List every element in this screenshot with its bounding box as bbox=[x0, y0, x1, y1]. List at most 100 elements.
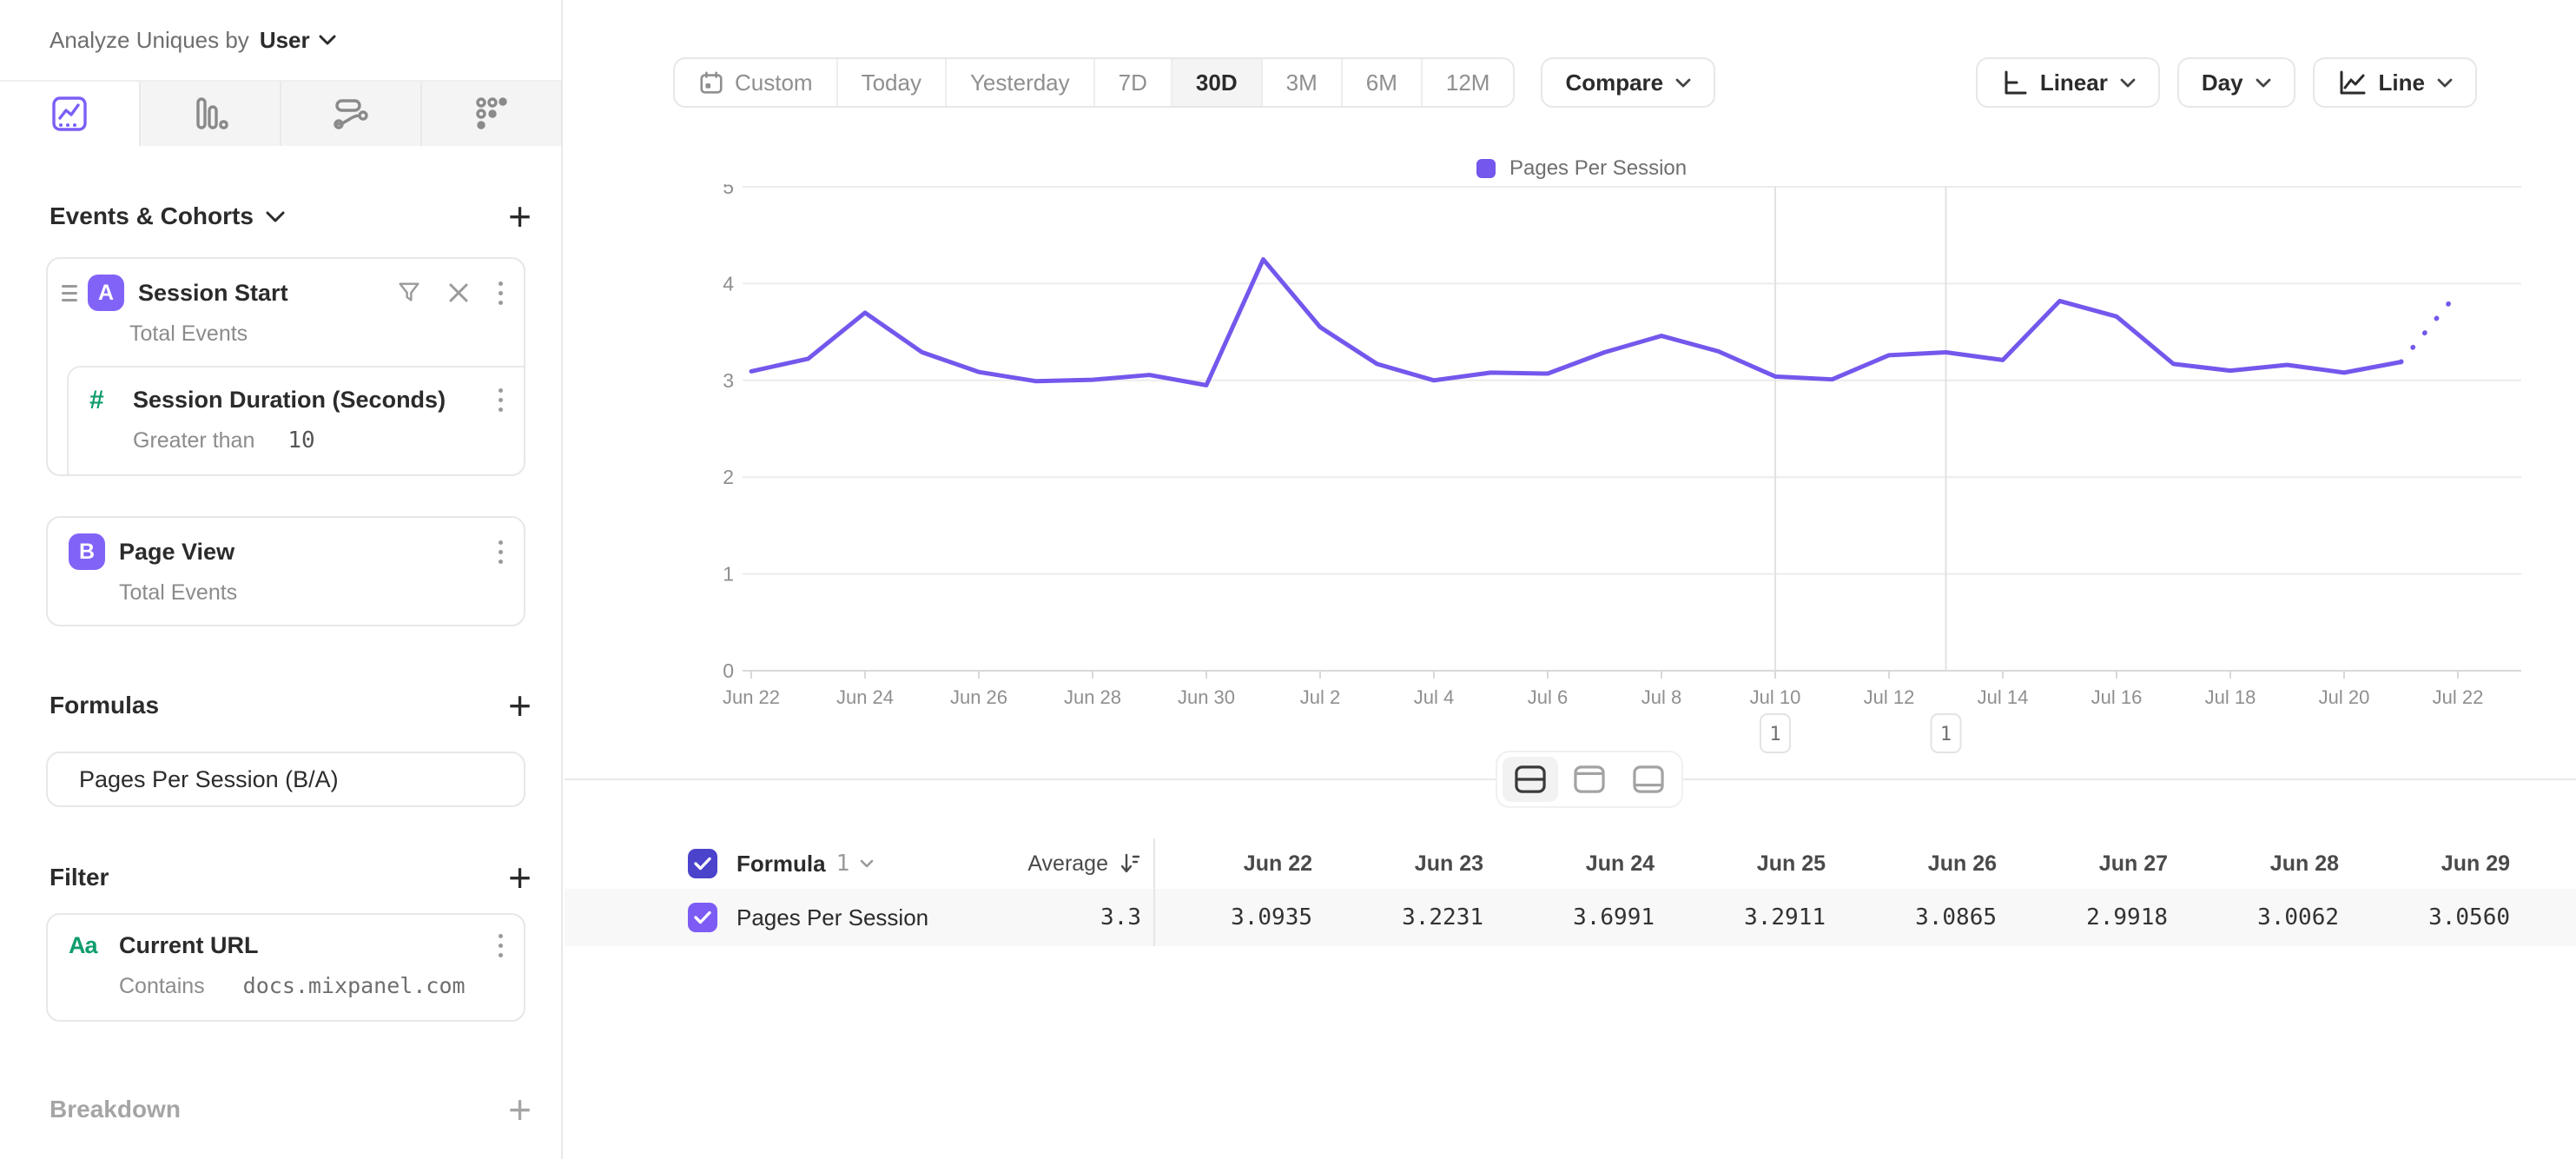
compare-button[interactable]: Compare bbox=[1541, 57, 1716, 108]
breakdown-section-title: Breakdown bbox=[50, 1096, 181, 1123]
series-row-checkbox[interactable] bbox=[688, 903, 717, 932]
event-title: Session Start bbox=[138, 279, 288, 306]
close-icon[interactable] bbox=[446, 281, 471, 305]
range-30d[interactable]: 30D bbox=[1172, 59, 1263, 106]
date-column-header: Jun 22 bbox=[1153, 838, 1324, 889]
query-builder-sidebar: Analyze Uniques by User Events & Cohorts… bbox=[0, 0, 563, 1159]
date-column-header: Jun 29 bbox=[2441, 851, 2510, 876]
series-name: Pages Per Session bbox=[736, 904, 997, 931]
report-tab-funnel-dots[interactable] bbox=[420, 82, 561, 146]
add-breakdown-button[interactable]: + bbox=[508, 1087, 532, 1132]
string-property-icon: Aa bbox=[69, 932, 98, 958]
annotation-marker[interactable]: 1 bbox=[1760, 713, 1791, 753]
range-3m[interactable]: 3M bbox=[1263, 59, 1343, 106]
range-7d[interactable]: 7D bbox=[1095, 59, 1172, 106]
condition-value[interactable]: 10 bbox=[287, 427, 315, 454]
drag-handle-icon[interactable] bbox=[62, 284, 77, 301]
add-formula-button[interactable]: + bbox=[508, 683, 532, 728]
compare-label: Compare bbox=[1565, 69, 1664, 96]
property-row[interactable]: # Session Duration (Seconds) bbox=[69, 368, 524, 415]
split-view-icon bbox=[1514, 765, 1547, 794]
range-label: 6M bbox=[1365, 69, 1397, 96]
range-today[interactable]: Today bbox=[838, 59, 947, 106]
chart-view-toggle[interactable] bbox=[1562, 757, 1617, 802]
numeric-property-card: # Session Duration (Seconds) Greater tha… bbox=[67, 366, 524, 474]
filter-section-header: Filter + bbox=[0, 855, 561, 900]
date-range-selector: Custom Today Yesterday 7D 30D 3M 6M 12M bbox=[673, 57, 1516, 108]
insights-chart-icon bbox=[49, 93, 90, 135]
average-sort-header[interactable]: Average bbox=[997, 851, 1153, 877]
line-chart-icon bbox=[2340, 70, 2366, 95]
x-axis-tick-label: Jul 16 bbox=[2091, 686, 2143, 708]
event-row[interactable]: B Page View bbox=[48, 518, 524, 570]
event-metric[interactable]: Total Events bbox=[129, 321, 248, 346]
report-tab-insights-chart[interactable] bbox=[0, 82, 139, 146]
kebab-menu-icon[interactable] bbox=[495, 537, 506, 567]
y-axis-tick-label: 5 bbox=[723, 184, 734, 198]
condition-value[interactable]: docs.mixpanel.com bbox=[242, 973, 466, 998]
formula-group-dropdown[interactable]: Formula 1 bbox=[736, 851, 997, 878]
kebab-menu-icon[interactable] bbox=[495, 385, 506, 415]
chart-type-button[interactable]: Line bbox=[2312, 57, 2477, 108]
chart-toolbar: Custom Today Yesterday 7D 30D 3M 6M 12M Compare… bbox=[673, 57, 2477, 108]
x-axis-tick-label: Jun 30 bbox=[1178, 686, 1235, 708]
x-axis-tick-label: Jul 6 bbox=[1528, 686, 1568, 708]
kebab-menu-icon[interactable] bbox=[495, 931, 506, 961]
event-metric[interactable]: Total Events bbox=[119, 580, 238, 605]
filter-funnel-icon[interactable] bbox=[396, 280, 422, 306]
report-canvas: Custom Today Yesterday 7D 30D 3M 6M 12M Compare… bbox=[565, 0, 2576, 1159]
table-view-icon bbox=[1632, 765, 1665, 794]
x-axis-tick-label: Jul 18 bbox=[2205, 686, 2256, 708]
breakdown-section-header: Breakdown + bbox=[0, 1087, 561, 1132]
date-column-header: Jun 26 bbox=[1927, 851, 1997, 876]
add-event-button[interactable]: + bbox=[508, 194, 532, 239]
series-name-label: Pages Per Session bbox=[736, 904, 929, 931]
svg-text:1: 1 bbox=[1769, 724, 1780, 745]
y-axis-tick-label: 1 bbox=[723, 563, 734, 586]
svg-text:1: 1 bbox=[1940, 724, 1952, 745]
add-filter-button[interactable]: + bbox=[508, 855, 532, 900]
condition-operator[interactable]: Contains bbox=[119, 974, 205, 998]
filter-condition: Contains docs.mixpanel.com bbox=[48, 961, 524, 1020]
y-axis-tick-label: 2 bbox=[723, 466, 734, 488]
calendar-icon bbox=[698, 70, 724, 96]
report-tab-flows[interactable] bbox=[280, 82, 420, 146]
interval-button[interactable]: Day bbox=[2176, 57, 2295, 108]
analyze-bar: Analyze Uniques by User bbox=[0, 0, 561, 82]
range-custom[interactable]: Custom bbox=[675, 59, 838, 106]
y-scale-button[interactable]: Linear bbox=[1975, 57, 2160, 108]
legend-item[interactable]: Pages Per Session bbox=[1476, 156, 1687, 181]
range-label: 7D bbox=[1118, 69, 1147, 96]
split-view-toggle[interactable] bbox=[1503, 757, 1558, 802]
formula-group-number: 1 bbox=[836, 851, 850, 877]
x-axis-tick-label: Jul 14 bbox=[1978, 686, 2029, 708]
condition-operator[interactable]: Greater than bbox=[133, 428, 255, 453]
event-row[interactable]: A Session Start bbox=[48, 259, 524, 311]
filter-title: Current URL bbox=[119, 932, 259, 958]
chevron-down-icon[interactable] bbox=[266, 211, 285, 222]
event-card-session-start: A Session Start Total Events # Session D… bbox=[46, 257, 525, 476]
report-tab-bar-chart[interactable] bbox=[139, 82, 280, 146]
x-axis-tick-label: Jun 24 bbox=[836, 686, 894, 708]
funnel-dots-icon bbox=[471, 93, 512, 135]
kebab-menu-icon[interactable] bbox=[495, 278, 506, 308]
check-icon bbox=[694, 911, 711, 924]
filter-row[interactable]: Aa Current URL bbox=[48, 915, 524, 961]
flows-icon bbox=[330, 93, 372, 135]
range-12m[interactable]: 12M bbox=[1423, 59, 1514, 106]
formula-input[interactable]: Pages Per Session (B/A) bbox=[46, 752, 525, 807]
annotation-marker[interactable]: 1 bbox=[1930, 713, 1962, 753]
range-yesterday[interactable]: Yesterday bbox=[947, 59, 1095, 106]
events-section-title: Events & Cohorts bbox=[50, 202, 254, 229]
table-view-toggle[interactable] bbox=[1621, 757, 1676, 802]
y-scale-label: Linear bbox=[2039, 69, 2108, 96]
formula-group-checkbox[interactable] bbox=[688, 849, 717, 878]
analyze-unit-dropdown[interactable]: User bbox=[260, 27, 336, 54]
interval-label: Day bbox=[2201, 69, 2243, 96]
chevron-down-icon bbox=[319, 35, 336, 45]
chevron-down-icon bbox=[2437, 78, 2453, 87]
series-day-value: 3.6991 bbox=[1573, 904, 1655, 931]
date-column-header: Jun 25 bbox=[1756, 851, 1826, 876]
range-6m[interactable]: 6M bbox=[1343, 59, 1423, 106]
